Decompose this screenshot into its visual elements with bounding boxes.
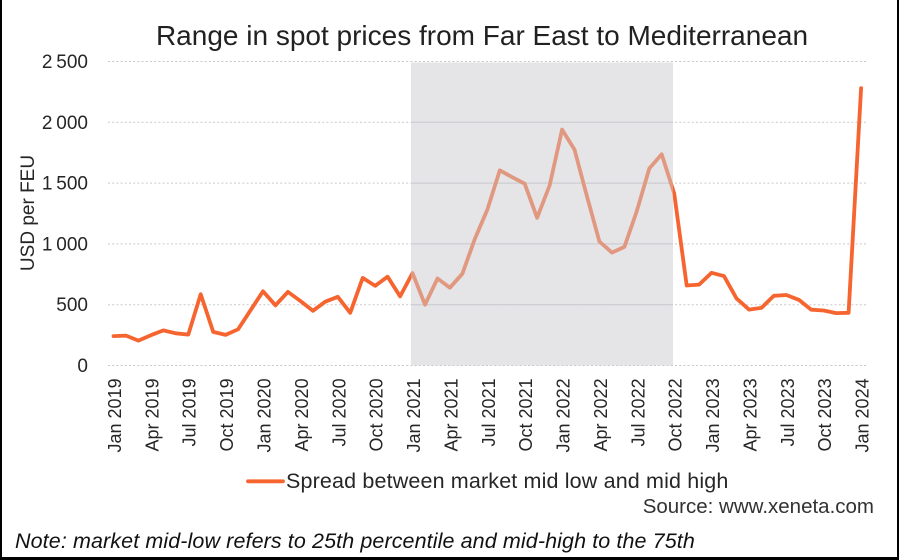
svg-text:2 500: 2 500 (42, 52, 88, 73)
svg-text:Jan 2022: Jan 2022 (554, 378, 574, 452)
svg-text:USD per FEU: USD per FEU (18, 155, 39, 271)
svg-text:0: 0 (77, 356, 88, 377)
svg-text:Oct 2023: Oct 2023 (815, 378, 835, 451)
svg-text:500: 500 (56, 295, 88, 316)
svg-text:Jul 2020: Jul 2020 (329, 378, 349, 446)
svg-text:2 000: 2 000 (42, 113, 88, 134)
svg-text:Jan 2021: Jan 2021 (404, 378, 424, 452)
svg-text:Apr 2020: Apr 2020 (292, 378, 312, 451)
svg-text:Apr 2019: Apr 2019 (142, 378, 162, 451)
svg-text:Apr 2021: Apr 2021 (441, 378, 461, 451)
svg-text:Jul 2021: Jul 2021 (479, 378, 499, 446)
svg-text:Oct 2019: Oct 2019 (217, 378, 237, 451)
svg-text:Jul 2022: Jul 2022 (628, 378, 648, 446)
svg-text:1 000: 1 000 (42, 234, 88, 255)
svg-text:Jan 2020: Jan 2020 (255, 378, 275, 452)
svg-text:Jan 2023: Jan 2023 (703, 378, 723, 452)
svg-text:Jul 2019: Jul 2019 (180, 378, 200, 446)
svg-text:Jul 2023: Jul 2023 (778, 378, 798, 446)
svg-text:Oct 2020: Oct 2020 (367, 378, 387, 451)
svg-text:Oct 2021: Oct 2021 (516, 378, 536, 451)
svg-text:1 500: 1 500 (42, 174, 88, 195)
svg-text:Jan 2024: Jan 2024 (853, 378, 873, 452)
svg-text:Apr 2023: Apr 2023 (740, 378, 760, 451)
svg-text:Apr 2022: Apr 2022 (591, 378, 611, 451)
svg-text:Oct 2022: Oct 2022 (666, 378, 686, 451)
svg-text:Jan 2019: Jan 2019 (105, 378, 125, 452)
